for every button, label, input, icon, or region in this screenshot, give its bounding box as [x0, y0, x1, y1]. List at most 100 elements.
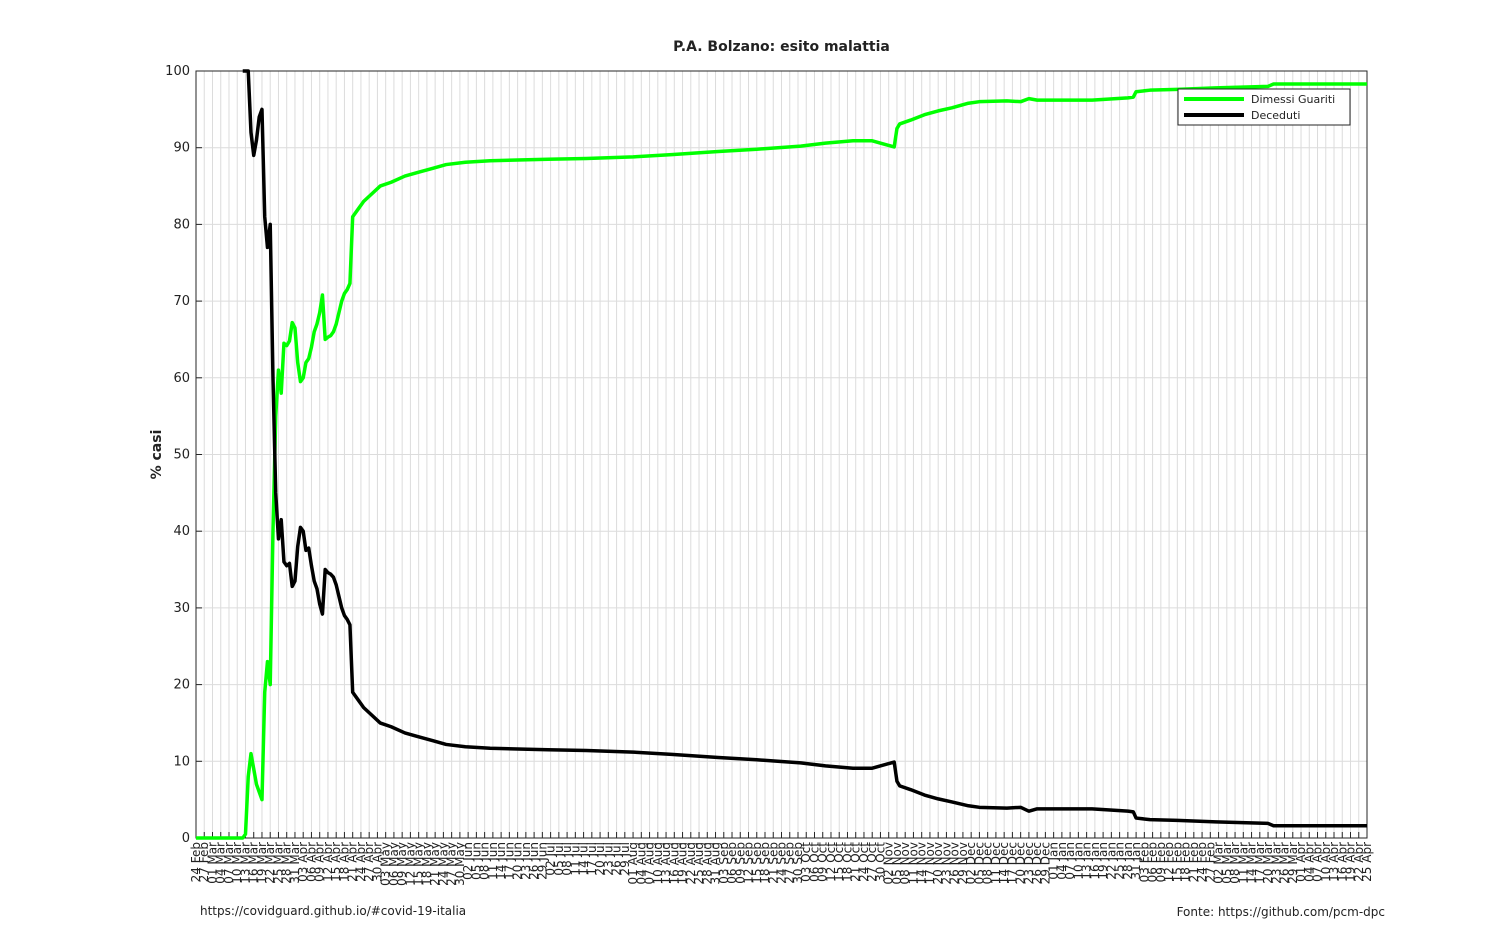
x-tick-label: 12 Apr [321, 842, 335, 882]
x-tick-label: 28 Aug [700, 842, 714, 885]
x-tick-label: 05 Dec [972, 842, 986, 884]
x-tick-label: 31 Jan [1129, 842, 1143, 880]
x-tick-label: 07 Mar [222, 842, 236, 884]
x-tick-label: 23 Mar [1269, 842, 1283, 884]
y-axis-ticks: 0 10 20 30 40 50 60 70 80 90 100 [165, 64, 202, 846]
legend-entry-label: Dimessi Guariti [1251, 93, 1335, 106]
y-axis-label: % casi [149, 430, 165, 480]
x-tick-label: 25 Apr [1360, 842, 1374, 882]
x-tick-label: 06 Oct [807, 842, 821, 882]
x-tick-label: 17 Nov [923, 842, 937, 885]
series-line-deceduti [242, 69, 1367, 828]
x-tick-label: 22 Apr [1352, 842, 1366, 882]
x-tick-label: 12 May [403, 842, 417, 886]
x-tick-label: 05 Nov [890, 842, 904, 885]
x-tick-label: 18 Oct [840, 842, 854, 882]
x-tick-label: 15 Apr [329, 842, 343, 882]
x-tick-label: 07 Apr [1311, 842, 1325, 882]
x-tick-label: 03 Oct [799, 842, 813, 882]
x-tick-label: 12 Sep [742, 842, 756, 884]
x-tick-label: 20 Nov [931, 842, 945, 885]
x-tick-label: 22 Mar [263, 842, 277, 884]
x-tick-label: 09 May [395, 842, 409, 886]
x-tick-label: 04 Apr [1302, 842, 1316, 882]
y-tick-label: 100 [165, 64, 190, 79]
x-tick-label: 14 Mar [1245, 842, 1259, 884]
x-tick-label: 15 Feb [1170, 842, 1184, 882]
x-tick-label: 05 Jul [552, 842, 566, 876]
x-tick-label: 10 Aug [651, 842, 665, 885]
y-tick-label: 70 [173, 294, 190, 309]
x-tick-label: 23 Jul [601, 842, 615, 876]
x-tick-label: 28 Mar [280, 842, 294, 884]
x-tick-label: 19 Apr [1344, 842, 1358, 882]
chart-title: P.A. Bolzano: esito malattia [673, 39, 890, 55]
x-tick-label: 08 Dec [981, 842, 995, 884]
x-tick-label: 07 Aug [643, 842, 657, 885]
x-tick-label: 15 Sep [750, 842, 764, 884]
x-tick-label: 08 Nov [898, 842, 912, 885]
y-tick-label: 30 [173, 601, 190, 616]
x-tick-label: 16 Aug [667, 842, 681, 885]
x-tick-label: 16 Apr [1335, 842, 1349, 882]
x-tick-label: 26 Jul [610, 842, 624, 876]
x-tick-label: 21 Feb [1187, 842, 1201, 882]
x-tick-label: 18 Sep [758, 842, 772, 884]
footer-credit: Fonte: https://github.com/pcm-dpc [1176, 905, 1385, 919]
x-tick-label: 30 Sep [791, 842, 805, 884]
x-tick-label: 11 Jun [486, 842, 500, 880]
x-tick-label: 08 Mar [1228, 842, 1242, 884]
x-tick-label: 21 Sep [766, 842, 780, 884]
x-tick-label: 19 Mar [255, 842, 269, 884]
y-tick-label: 80 [173, 217, 190, 232]
x-tick-label: 12 Oct [824, 842, 838, 882]
x-tick-label: 29 Nov [956, 842, 970, 885]
x-tick-label: 29 Dec [1038, 842, 1052, 884]
x-tick-label: 27 Feb [1203, 842, 1217, 882]
x-tick-label: 06 Feb [1146, 842, 1160, 882]
x-tick-label: 28 Jan [1121, 842, 1135, 880]
x-tick-label: 15 Oct [832, 842, 846, 882]
x-tick-label: 17 Mar [1253, 842, 1267, 884]
x-tick-label: 08 Jul [560, 842, 574, 876]
x-tick-label: 13 Mar [238, 842, 252, 884]
x-tick-label: 29 Jul [618, 842, 632, 876]
x-tick-label: 17 Jun [502, 842, 516, 880]
x-tick-label: 30 Apr [370, 842, 384, 882]
x-tick-label: 09 Oct [816, 842, 830, 882]
x-tick-label: 26 Mar [1278, 842, 1292, 884]
x-tick-label: 27 Sep [783, 842, 797, 884]
x-tick-label: 22 Aug [684, 842, 698, 885]
x-tick-label: 18 Apr [337, 842, 351, 882]
x-tick-label: 26 Nov [948, 842, 962, 885]
x-tick-label: 14 Jul [577, 842, 591, 876]
x-tick-label: 03 Feb [1137, 842, 1151, 882]
y-tick-label: 0 [182, 831, 190, 846]
x-tick-label: 16 Jan [1088, 842, 1102, 880]
footer-source-url: https://covidguard.github.io/#covid-19-i… [200, 904, 467, 918]
x-tick-label: 30 Oct [873, 842, 887, 882]
x-tick-label: 10 Jan [1071, 842, 1085, 880]
x-tick-label: 03 May [379, 842, 393, 886]
legend-box [1177, 88, 1351, 126]
x-tick-label: 03 Sep [717, 842, 731, 884]
x-tick-label: 02 Jul [544, 842, 558, 876]
x-tick-label: 27 May [445, 842, 459, 886]
x-tick-label: 13 Apr [1327, 842, 1341, 882]
x-tick-label: 02 Nov [882, 842, 896, 885]
x-tick-label: 14 Jun [494, 842, 508, 880]
x-tick-label: 19 Jan [1096, 842, 1110, 880]
x-tick-label: 04 Mar [214, 842, 228, 884]
x-tick-label: 11 Mar [1236, 842, 1250, 884]
x-tick-label: 26 Dec [1030, 842, 1044, 884]
x-tick-label: 06 May [387, 842, 401, 886]
x-tick-label: 24 May [436, 842, 450, 886]
x-tick-label: 02 Dec [964, 842, 978, 884]
series-lines [196, 69, 1367, 840]
x-tick-label: 01 Jan [1047, 842, 1061, 880]
x-tick-label: 02 Jun [461, 842, 475, 880]
x-tick-label: 25 Mar [271, 842, 285, 884]
x-tick-label: 24 Feb [1195, 842, 1209, 882]
